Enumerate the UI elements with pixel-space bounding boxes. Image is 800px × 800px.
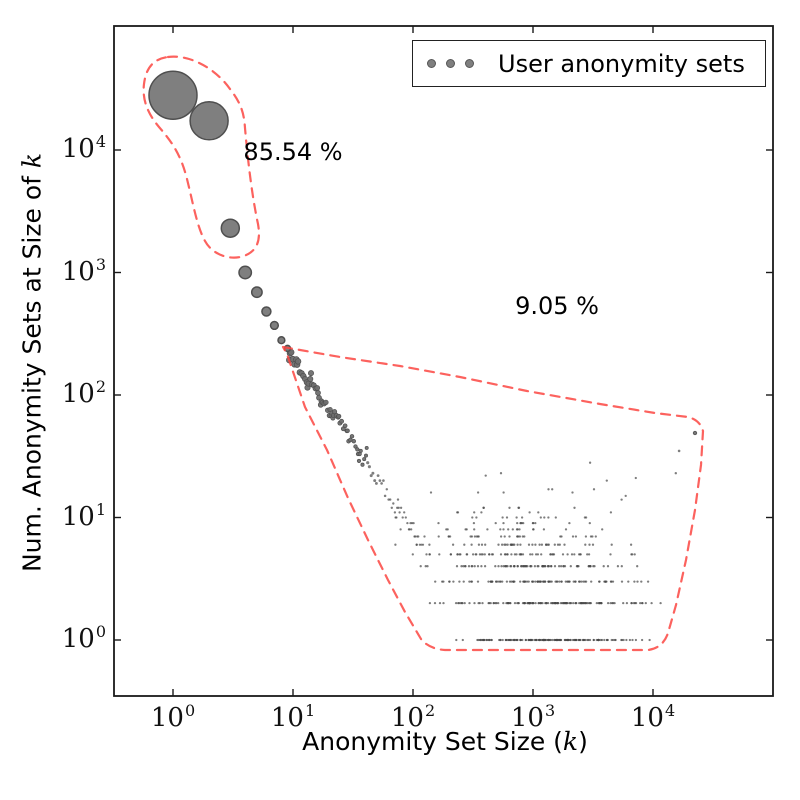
legend-dot-icon (465, 59, 474, 68)
annotation-cluster-2-share: 9.05 % (515, 292, 599, 320)
legend-marker-dots (427, 59, 484, 68)
x-tick-label-10e0: 100 (150, 701, 196, 733)
cluster-region-2-outline (281, 345, 705, 652)
x-axis-label: Anonymity Set Size (k) (302, 727, 588, 756)
y-tick-label-10e4: 104 (61, 132, 106, 164)
y-axis-label-k: k (17, 152, 47, 169)
legend-dot-icon (446, 59, 455, 68)
y-tick-label-10e3: 103 (61, 254, 106, 287)
legend-dot-icon (427, 59, 436, 68)
axes-frame (113, 25, 774, 697)
x-tick-label-10e1: 101 (270, 701, 316, 733)
scatter-points (286, 348, 698, 642)
cluster-highlight-regions (142, 55, 705, 652)
legend: User anonymity sets (412, 40, 766, 87)
x-axis-label-k: k (562, 727, 579, 756)
x-tick-label-10e3: 103 (510, 701, 556, 733)
y-axis-label: Num. Anonymity Sets at Size of k (17, 152, 47, 573)
x-tick-label-10e4: 104 (630, 701, 676, 733)
anonymity-set-bubbles (148, 70, 292, 353)
y-tick-label-10e1: 101 (61, 499, 106, 532)
x-tick-label-10e2: 102 (390, 701, 436, 733)
y-tick-label-10e2: 102 (61, 377, 106, 409)
annotation-cluster-1-share: 85.54 % (243, 138, 343, 166)
y-tick-label-10e0: 100 (61, 622, 106, 654)
legend-entry-label: User anonymity sets (498, 49, 745, 78)
cluster-region-1-outline (142, 55, 261, 259)
